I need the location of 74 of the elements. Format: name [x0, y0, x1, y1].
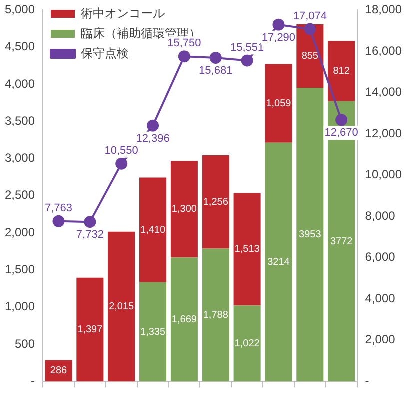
- point: [52, 215, 65, 228]
- legend-label: 保守点検: [81, 46, 130, 60]
- bar: [140, 282, 167, 382]
- data-label: 855: [302, 50, 319, 62]
- point: [272, 18, 285, 31]
- data-label: 7,763: [44, 202, 73, 214]
- y-tick-label: 3,500: [5, 114, 36, 128]
- y2-tick-label: 16,000: [365, 44, 402, 58]
- point: [210, 52, 222, 64]
- y2-tick-label: 18,000: [365, 2, 402, 17]
- data-label: 17,074: [293, 10, 327, 22]
- data-label: 1,059: [266, 98, 292, 110]
- data-label: 812: [333, 66, 350, 78]
- legend-label: 術中オンコール: [81, 6, 166, 20]
- data-label: 1,397: [78, 324, 104, 336]
- point: [336, 114, 348, 126]
- data-label: 12,670: [324, 127, 358, 140]
- data-label: 7,732: [76, 229, 104, 242]
- y-tick-label: 1,000: [5, 300, 36, 314]
- data-label: 1,513: [234, 244, 260, 256]
- bar: [170, 161, 198, 258]
- bar: [328, 41, 356, 102]
- point: [241, 54, 254, 67]
- y2-tick-label: 14,000: [365, 85, 402, 100]
- data-label: 1,788: [203, 310, 229, 321]
- y2-tick-label: 2,000: [365, 332, 396, 347]
- data-label: 1,022: [234, 338, 260, 350]
- data-label: 3772: [330, 236, 354, 248]
- y2-tick-label: 10,000: [365, 168, 402, 182]
- bar: [170, 258, 198, 382]
- data-label: 17,290: [262, 32, 296, 44]
- data-label: 3214: [268, 256, 290, 268]
- point: [304, 23, 316, 36]
- data-label: 1,256: [203, 196, 229, 208]
- data-label: 12,396: [136, 132, 170, 145]
- point: [84, 216, 96, 228]
- y-tick-label: 4,000: [5, 76, 36, 91]
- y2-tick-label: -: [365, 374, 370, 388]
- y2-tick-label: 4,000: [365, 291, 396, 306]
- data-label: 286: [50, 366, 68, 377]
- data-label: 15,750: [168, 38, 202, 50]
- y2-tick-label: 6,000: [365, 250, 396, 264]
- data-label: 15,681: [199, 65, 233, 78]
- point: [147, 120, 160, 132]
- y-tick-label: -: [31, 374, 36, 388]
- data-label: 15,551: [230, 42, 264, 54]
- data-label: 2,015: [109, 302, 135, 313]
- data-label: 10,550: [104, 144, 138, 157]
- point: [116, 158, 128, 170]
- y-tick-label: 2,000: [5, 225, 36, 240]
- bar: [265, 64, 292, 143]
- bar: [202, 248, 230, 382]
- bar: [234, 306, 261, 382]
- bar: [108, 232, 136, 382]
- y-tick-label: 2,500: [5, 188, 36, 202]
- y-tick-label: 5,000: [5, 2, 36, 17]
- data-label: 1,410: [140, 224, 166, 236]
- data-label: 3953: [299, 230, 322, 241]
- y-tick-label: 1,500: [5, 262, 36, 276]
- data-label: 1,335: [140, 326, 166, 338]
- y-tick-label: 500: [15, 336, 36, 351]
- y-tick-label: 4,500: [5, 40, 36, 54]
- bar: [265, 142, 292, 382]
- bar: [202, 155, 230, 249]
- point: [178, 50, 190, 63]
- y2-tick-label: 8,000: [365, 208, 396, 223]
- bar: [296, 88, 324, 382]
- data-label: 1,669: [172, 314, 198, 326]
- bar: [234, 193, 261, 306]
- bar: [76, 278, 104, 382]
- data-label: 1,300: [172, 204, 198, 216]
- bar: [140, 178, 167, 282]
- y-tick-label: 3,000: [5, 151, 36, 166]
- y2-tick-label: 12,000: [365, 126, 402, 140]
